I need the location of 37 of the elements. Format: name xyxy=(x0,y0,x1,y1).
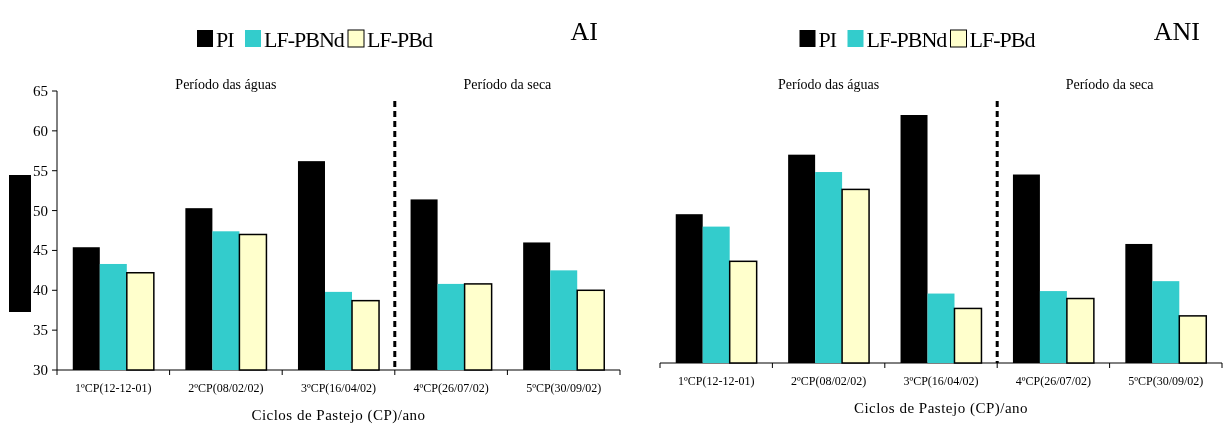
y-tick-label: 35 xyxy=(33,322,48,339)
x-axis-title: Ciclos de Pastejo (CP)/ano xyxy=(853,400,1029,417)
legend-label: PI xyxy=(818,27,837,52)
bar xyxy=(1039,291,1067,363)
legend-label: LF-PBd xyxy=(367,27,433,52)
legend-label: PI xyxy=(216,27,235,52)
x-tick-label: 3ºCP(16/04/02) xyxy=(300,381,377,395)
legend-label: LF-PBNd xyxy=(866,27,948,52)
y-tick-label: 60 xyxy=(33,122,48,139)
y-tick-label: 50 xyxy=(33,202,48,219)
x-tick-label: 4ºCP(26/07/02) xyxy=(413,381,489,395)
bar xyxy=(927,293,955,363)
x-axis-title: Ciclos de Pastejo (CP)/ano xyxy=(251,407,426,424)
x-tick-label: 5ºCP(30/09/02) xyxy=(526,381,602,395)
y-tick-label: 40 xyxy=(33,282,48,299)
x-tick-label: 4ºCP(26/07/02) xyxy=(1015,374,1091,388)
bar xyxy=(815,172,843,363)
y-tick-label: 30 xyxy=(33,362,48,378)
annotation: Período das águas xyxy=(175,77,277,92)
x-tick-label: 2ºCP(08/02/02) xyxy=(188,381,264,395)
bar xyxy=(702,226,730,363)
chart-title: ANI xyxy=(1153,17,1200,46)
x-tick-label: 3ºCP(16/04/02) xyxy=(903,374,979,388)
legend-label: LF-PBNd xyxy=(264,27,345,52)
x-tick-label: 1ºCP(12-12-01) xyxy=(75,381,152,395)
x-tick-label: 5ºCP(30/09/02) xyxy=(1128,374,1204,388)
chart-title: AI xyxy=(570,17,598,46)
y-tick-label: 55 xyxy=(33,162,48,179)
y-tick-label: 65 xyxy=(33,83,48,99)
text: Período da seca xyxy=(1065,77,1155,92)
annotation: Período da seca xyxy=(463,77,553,92)
bar xyxy=(1152,281,1180,363)
x-tick-label: 2ºCP(08/02/02) xyxy=(791,374,867,388)
legend-label: LF-PBd xyxy=(969,27,1036,52)
x-tick-label: 1ºCP(12-12-01) xyxy=(678,374,755,388)
y-tick-label: 45 xyxy=(33,242,48,259)
text: Período das águas xyxy=(778,77,880,92)
